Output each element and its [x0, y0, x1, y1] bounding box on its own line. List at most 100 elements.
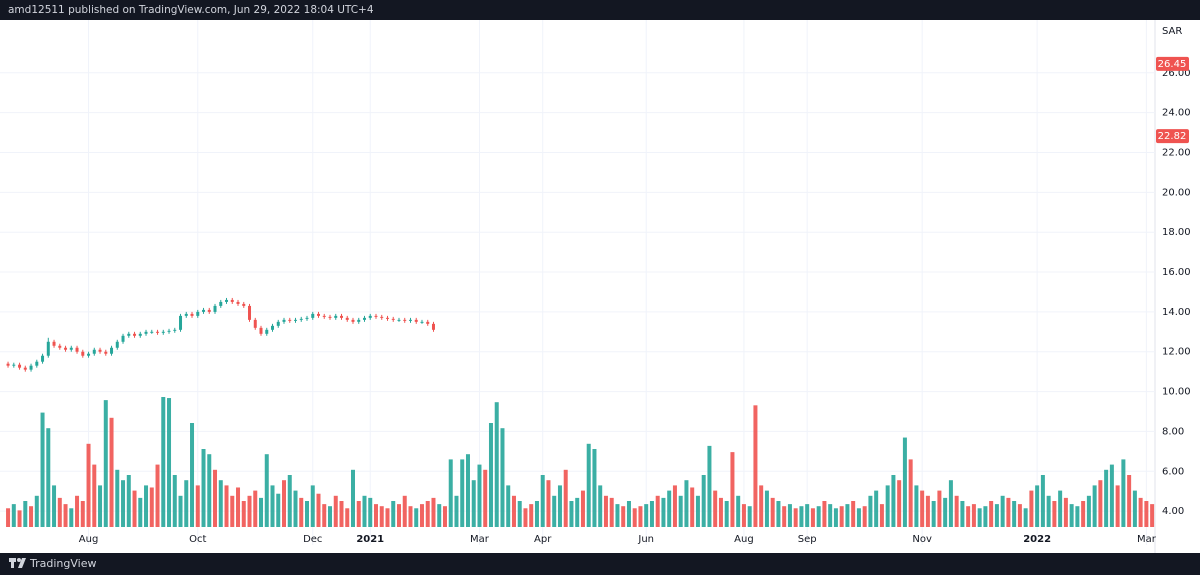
volume-bar [948, 480, 953, 527]
x-tick-label: Oct [189, 534, 206, 545]
candle-body [75, 347, 79, 352]
x-tick-label: 2021 [356, 534, 384, 545]
candle-body [115, 341, 119, 348]
volume-bar [494, 402, 499, 527]
y-tick-label: 24.00 [1162, 108, 1191, 119]
volume-bar [816, 506, 821, 527]
candle-body [322, 315, 326, 317]
volume-bar [178, 495, 183, 527]
volume-bar [908, 459, 913, 527]
candle-body [29, 365, 33, 370]
x-tick-label: Nov [912, 534, 932, 545]
volume-bar [184, 480, 189, 527]
volume-bar [356, 501, 361, 527]
volume-bar [1063, 497, 1068, 527]
volume-bar [253, 490, 258, 527]
candle-body [213, 305, 217, 312]
candle-body [259, 327, 263, 334]
candle-body [299, 318, 303, 320]
volume-bar [6, 508, 11, 527]
candle-body [110, 347, 114, 354]
candle-body [426, 321, 430, 324]
volume-bar [672, 485, 677, 527]
volume-bar [730, 452, 735, 527]
volume-bar [1098, 480, 1103, 527]
candle-body [408, 319, 412, 321]
candle-body [81, 351, 85, 356]
volume-bar [1109, 464, 1114, 527]
volume-bar [80, 501, 85, 527]
volume-bar [954, 495, 959, 527]
logo [9, 558, 26, 568]
volume-bar [736, 495, 741, 527]
volume-bar [1012, 501, 1017, 527]
volume-bar [598, 485, 603, 527]
volume-bar [966, 506, 971, 527]
volume-bar [580, 490, 585, 527]
volume-bar [276, 493, 281, 527]
volume-bar [425, 501, 430, 527]
candle-body [397, 319, 401, 321]
y-tick-label: 12.00 [1162, 347, 1191, 358]
candle-body [276, 321, 280, 326]
volume-bar [305, 501, 310, 527]
candle-body [225, 299, 229, 302]
candle-body [357, 319, 361, 322]
volume-bar [40, 412, 45, 527]
volume-bar [161, 397, 166, 527]
volume-bar [414, 508, 419, 527]
volume-bar [488, 423, 493, 527]
volume-bar [437, 504, 442, 527]
candle-body [385, 317, 389, 319]
y-tick-label: 4.00 [1162, 506, 1184, 517]
volume-bar [523, 508, 528, 527]
volume-bar [586, 443, 591, 527]
candle-body [35, 361, 39, 366]
y-tick-label: 20.00 [1162, 187, 1191, 198]
volume-bar [1121, 459, 1126, 527]
candle-body [179, 315, 183, 330]
volume-bar [925, 495, 930, 527]
volume-bar [603, 495, 608, 527]
volume-bar [1023, 508, 1028, 527]
candle-body [253, 319, 257, 328]
volume-bar [11, 504, 16, 527]
volume-bar [328, 506, 332, 527]
volume-bar [149, 487, 154, 527]
volume-bar [1040, 475, 1045, 527]
volume-bar [638, 506, 643, 527]
volume-bar [86, 443, 91, 527]
candle-body [41, 355, 45, 362]
volume-bar [373, 504, 378, 527]
volume-bar [977, 508, 982, 527]
x-tick-label: Aug [734, 534, 754, 545]
volume-bar [75, 495, 80, 527]
candle-body [374, 315, 378, 317]
volume-bar [776, 501, 781, 527]
volume-bar [241, 501, 246, 527]
y-tick-label: 18.00 [1162, 227, 1191, 238]
volume-bar [368, 497, 373, 527]
volume-bar [270, 485, 275, 527]
volume-bar [1150, 504, 1155, 527]
price-marker-label: 26.45 [1158, 59, 1187, 70]
candle-body [334, 315, 338, 318]
candle-body [133, 333, 137, 336]
volume-bar [994, 504, 999, 527]
volume-bar [362, 495, 367, 527]
volume-bar [167, 398, 172, 527]
volume-bar [310, 485, 315, 527]
candle-body [190, 313, 194, 316]
candle-body [87, 353, 91, 356]
volume-bar [989, 501, 994, 527]
volume-bar [667, 490, 672, 527]
volume-bar [1086, 495, 1091, 527]
volume-bar [282, 480, 287, 527]
volume-bar [529, 504, 534, 527]
volume-bar [293, 490, 298, 527]
candle-body [362, 317, 366, 320]
volume-bar [741, 504, 746, 527]
header-text: amd12511 published on TradingView.com, J… [8, 4, 374, 16]
candle-body [242, 303, 246, 306]
volume-bar [103, 400, 108, 527]
